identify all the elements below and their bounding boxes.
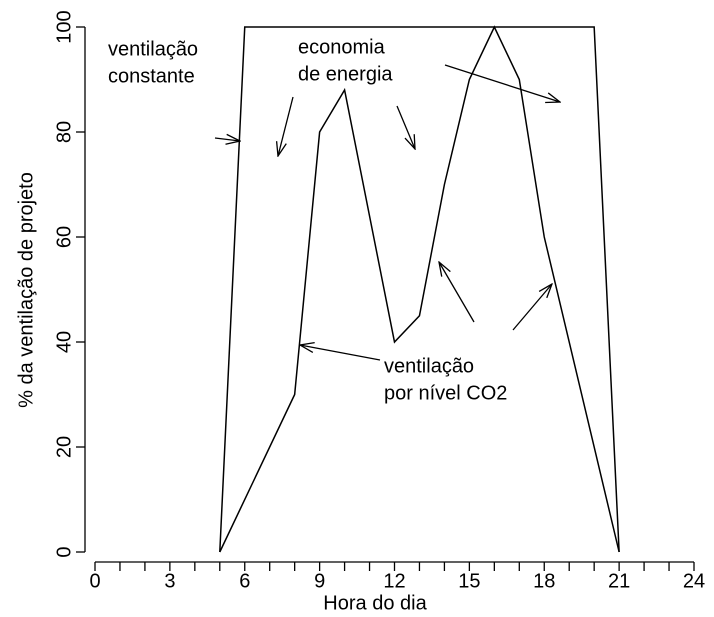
annotation: ventilação por nível CO2 <box>384 355 507 404</box>
arrow <box>214 138 240 141</box>
arrow <box>300 345 381 361</box>
annotation: ventilação constante <box>108 38 198 87</box>
x-tick-label: 12 <box>383 570 405 592</box>
x-tick-label: 3 <box>164 570 175 592</box>
x-tick-label: 18 <box>533 570 555 592</box>
annotation-text: de energia <box>298 63 393 85</box>
x-tick-label: 15 <box>458 570 480 592</box>
y-tick-label: 80 <box>53 121 75 143</box>
annotation-text: ventilação <box>384 355 474 377</box>
x-axis-label: Hora do dia <box>323 592 427 614</box>
annotation-text: constante <box>108 65 195 87</box>
annotation: economia de energia <box>298 36 393 85</box>
arrow <box>439 262 475 323</box>
y-axis-label: % da ventilação de projeto <box>15 172 37 408</box>
y-tick-label: 0 <box>53 546 75 557</box>
x-tick-label: 0 <box>89 570 100 592</box>
annotation-text: ventilação <box>108 38 198 60</box>
y-tick-label: 60 <box>53 226 75 248</box>
data-line <box>219 26 620 553</box>
arrow <box>444 64 560 102</box>
arrow <box>278 96 294 156</box>
x-tick-label: 6 <box>239 570 250 592</box>
y-tick-label: 40 <box>53 331 75 353</box>
x-tick-label: 9 <box>314 570 325 592</box>
annotation-text: economia <box>298 36 386 58</box>
y-tick-label: 20 <box>53 436 75 458</box>
annotation-text: por nível CO2 <box>384 382 507 404</box>
data-line <box>219 25 620 553</box>
y-tick-label: 100 <box>53 10 75 43</box>
x-tick-label: 24 <box>683 570 705 592</box>
x-tick-label: 21 <box>608 570 630 592</box>
arrow <box>396 105 415 149</box>
annotation-arrows <box>214 64 560 361</box>
arrow <box>512 284 552 331</box>
